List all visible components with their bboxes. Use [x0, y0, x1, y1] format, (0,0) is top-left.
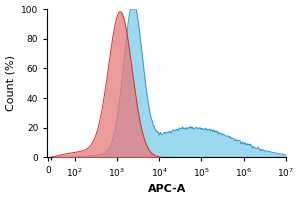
X-axis label: APC-A: APC-A — [148, 184, 186, 194]
Y-axis label: Count (%): Count (%) — [6, 55, 16, 111]
